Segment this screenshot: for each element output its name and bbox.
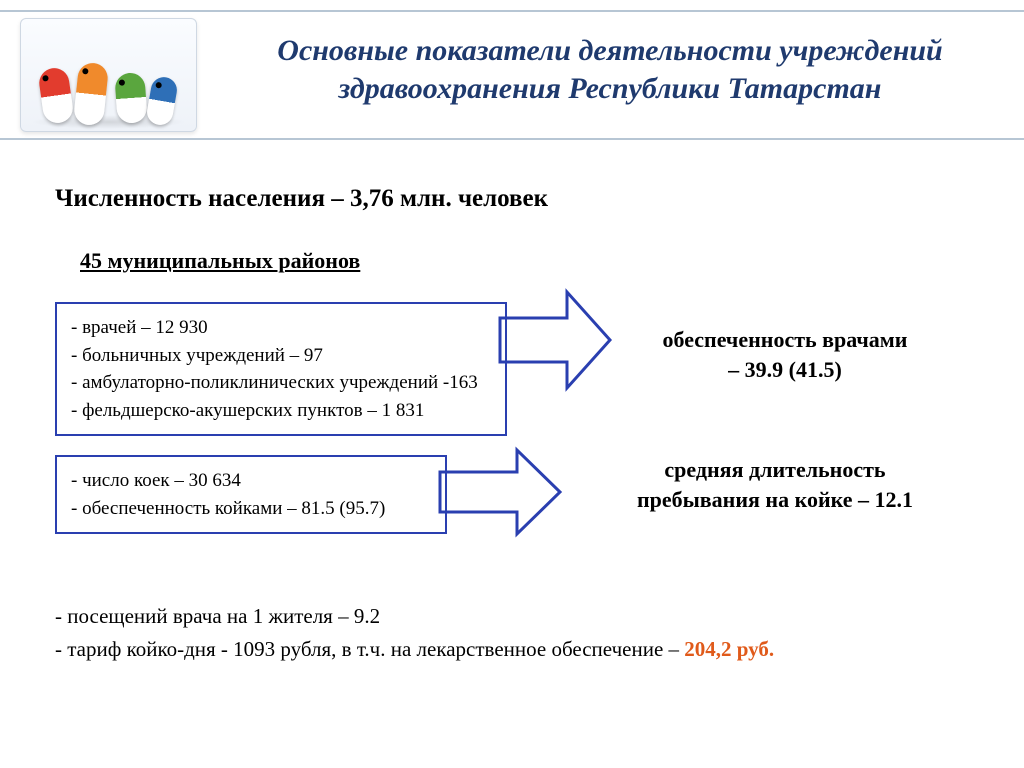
stat-line: - амбулаторно-поликлинических учреждений…: [71, 369, 491, 397]
districts-line: 45 муниципальных районов: [80, 248, 360, 274]
doctors-availability: обеспеченность врачами – 39.9 (41.5): [620, 325, 950, 384]
stat-line: - обеспеченность койками – 81.5 (95.7): [71, 495, 431, 523]
header-bottom-line: [0, 138, 1024, 140]
stat-line: пребывания на койке – 12.1: [600, 485, 950, 515]
pill-icon: [114, 72, 147, 124]
footer-line: - тариф койко-дня - 1093 рубля, в т.ч. н…: [55, 633, 774, 666]
arrow-icon: [435, 442, 565, 542]
avg-stay: средняя длительность пребывания на койке…: [600, 455, 950, 514]
stats-box-resources: - врачей – 12 930 - больничных учреждени…: [55, 302, 507, 436]
stat-line: - фельдшерско-акушерских пунктов – 1 831: [71, 397, 491, 425]
footer-stats: - посещений врача на 1 жителя – 9.2 - та…: [55, 600, 774, 665]
tariff-highlight: 204,2 руб.: [684, 637, 774, 661]
arrow-icon: [495, 280, 615, 400]
stats-box-beds: - число коек – 30 634 - обеспеченность к…: [55, 455, 447, 534]
stat-line: обеспеченность врачами: [620, 325, 950, 355]
pill-icon: [37, 66, 74, 125]
stat-line: - врачей – 12 930: [71, 314, 491, 342]
slide-title: Основные показатели деятельности учрежде…: [230, 32, 990, 107]
stat-line: – 39.9 (41.5): [620, 355, 950, 385]
header-band: Основные показатели деятельности учрежде…: [0, 10, 1024, 140]
stat-line: средняя длительность: [600, 455, 950, 485]
stat-line: - число коек – 30 634: [71, 467, 431, 495]
footer-tariff-prefix: - тариф койко-дня - 1093 рубля, в т.ч. н…: [55, 637, 684, 661]
population-line: Численность населения – 3,76 млн. челове…: [55, 185, 548, 213]
footer-line: - посещений врача на 1 жителя – 9.2: [55, 600, 774, 633]
pills-logo: [20, 18, 197, 132]
header-top-line: [0, 10, 1024, 12]
slide: Основные показатели деятельности учрежде…: [0, 0, 1024, 768]
stat-line: - больничных учреждений – 97: [71, 342, 491, 370]
